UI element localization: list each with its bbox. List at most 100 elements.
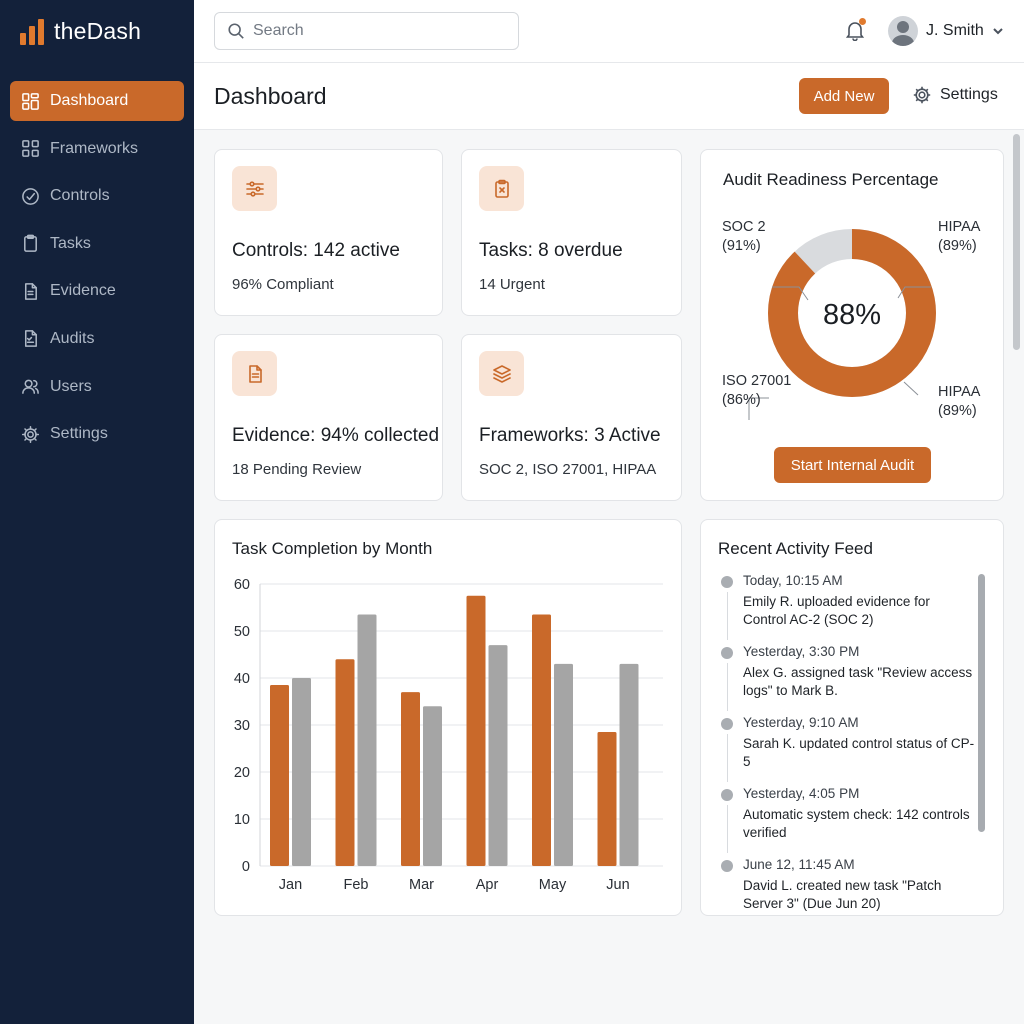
sidebar-item-label: Audits [50,329,95,347]
avatar [888,16,918,46]
bar-may-series-1[interactable] [532,614,551,866]
label-name: ISO 27001 [722,373,792,389]
stat-card-evidence[interactable]: Evidence: 94% collected 18 Pending Revie… [214,334,443,501]
clipboard-x-icon [479,166,524,211]
stat-title: Controls: 142 active [232,240,400,261]
timeline-line [726,663,728,711]
search-box[interactable] [214,12,519,50]
label-pct: (91%) [722,238,761,254]
page-header: Dashboard Add New Settings [194,63,1024,130]
x-tick-label: Jun [606,877,629,893]
clipboard-icon [24,234,37,253]
stat-subtitle: 18 Pending Review [232,461,362,478]
leader-line-hipaa-bottom [903,381,919,396]
chart-title: Task Completion by Month [232,539,433,558]
activity-time: Today, 10:15 AM [743,573,843,588]
search-input[interactable] [253,22,493,40]
sidebar-item-audits[interactable]: Audits [10,319,184,359]
x-tick-label: Mar [409,877,434,893]
y-tick-label: 30 [234,718,250,734]
sidebar: theDash Dashboard Frameworks Controls Ta… [0,0,194,1024]
sidebar-item-tasks[interactable]: Tasks [10,224,184,264]
sidebar-item-dashboard[interactable]: Dashboard [10,81,184,121]
sidebar-item-label: Settings [50,425,108,443]
activity-item[interactable]: June 12, 11:45 AM David L. created new t… [719,856,977,915]
activity-item[interactable]: Yesterday, 3:30 PM Alex G. assigned task… [719,643,977,714]
gear-icon [913,86,931,104]
check-circle-icon [22,187,39,205]
stat-subtitle: 96% Compliant [232,276,334,293]
x-tick-label: May [539,877,567,893]
brand[interactable]: theDash [20,18,141,45]
activity-item[interactable]: Yesterday, 4:05 PM Automatic system chec… [719,785,977,856]
stat-card-tasks[interactable]: Tasks: 8 overdue 14 Urgent [461,149,682,316]
bar-jan-series-2[interactable] [292,678,311,866]
bar-jun-series-2[interactable] [619,663,639,866]
activity-feed-card: Recent Activity Feed Today, 10:15 AM Emi… [700,519,1004,916]
document-icon [24,283,37,300]
bell-icon [845,22,865,42]
bar-apr-series-1[interactable] [466,595,486,866]
settings-button[interactable]: Settings [912,85,998,105]
stat-subtitle: 14 Urgent [479,276,545,293]
activity-item[interactable]: Yesterday, 9:10 AM Sarah K. updated cont… [719,714,977,785]
timeline-line [726,805,728,853]
bar-mar-series-2[interactable] [423,706,442,866]
leader-line-soc2 [772,286,809,301]
sidebar-item-frameworks[interactable]: Frameworks [10,129,184,169]
add-new-button[interactable]: Add New [799,78,889,114]
readiness-donut: 88% [748,229,936,420]
activity-item[interactable]: Today, 10:15 AM Emily R. uploaded eviden… [719,572,977,643]
sidebar-item-users[interactable]: Users [10,367,184,407]
bar-apr-series-2[interactable] [488,645,508,866]
label-pct: (86%) [722,392,761,408]
stat-title: Evidence: 94% collected [232,425,440,446]
sidebar-item-settings[interactable]: Settings [10,414,184,454]
stat-card-frameworks[interactable]: Frameworks: 3 Active SOC 2, ISO 27001, H… [461,334,682,501]
bar-feb-series-1[interactable] [335,659,355,866]
brand-name: theDash [54,18,142,44]
dashboard-icon [22,92,39,110]
bar-feb-series-2[interactable] [357,614,377,866]
y-tick-label: 60 [234,577,250,593]
activity-text: Alex G. assigned task "Review access log… [743,665,973,698]
users-icon [22,379,39,394]
activity-time: Yesterday, 4:05 PM [743,786,860,801]
user-name: J. Smith [926,22,984,39]
user-menu[interactable]: J. Smith [888,16,1004,46]
notification-badge [859,18,866,25]
audit-icon [24,330,37,348]
sidebar-item-label: Controls [50,187,110,205]
label-name: HIPAA [938,219,981,235]
settings-label: Settings [940,86,998,103]
bar-may-series-2[interactable] [554,663,573,866]
y-tick-label: 50 [234,624,250,640]
audit-readiness-card: Audit Readiness Percentage 88% SOC 2 (91… [700,149,1004,501]
notifications-button[interactable] [844,18,866,43]
y-tick-label: 20 [234,765,250,781]
activity-text: Automatic system check: 142 controls ver… [743,807,970,840]
start-internal-audit-button[interactable]: Start Internal Audit [774,447,931,483]
page-title: Dashboard [214,83,327,109]
sidebar-item-controls[interactable]: Controls [10,176,184,216]
readiness-center-value: 88% [823,299,881,331]
sidebar-item-label: Users [50,377,92,395]
timeline-dot [721,576,733,588]
bar-jun-series-1[interactable] [597,732,617,866]
chevron-down-icon [993,28,1003,35]
activity-scrollbar[interactable] [978,574,985,832]
sidebar-item-label: Dashboard [50,92,129,109]
gear-icon [21,425,40,443]
bar-jan-series-1[interactable] [270,685,289,866]
y-tick-label: 40 [234,671,250,687]
x-tick-label: Jan [279,877,302,893]
activity-time: Yesterday, 3:30 PM [743,644,860,659]
page-scrollbar[interactable] [1013,134,1020,350]
bar-mar-series-1[interactable] [401,692,420,866]
sidebar-item-evidence[interactable]: Evidence [10,271,184,311]
label-hipaa-top: HIPAA (89%) [938,218,980,256]
donut-fill [768,229,936,397]
stat-card-controls[interactable]: Controls: 142 active 96% Compliant [214,149,443,316]
leader-line-hipaa-top [897,286,931,299]
sidebar-item-label: Evidence [50,282,116,300]
